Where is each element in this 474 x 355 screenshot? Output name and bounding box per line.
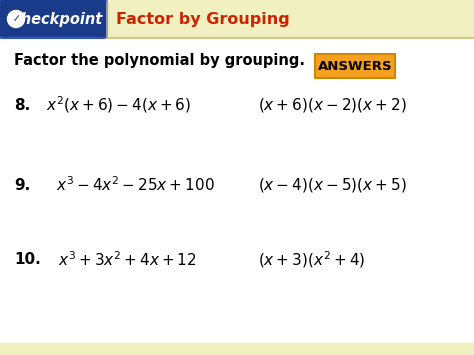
- Text: Factor by Grouping: Factor by Grouping: [116, 12, 290, 27]
- Bar: [0, 21, 474, 28]
- Bar: [0, 259, 474, 266]
- Bar: [0, 168, 474, 175]
- Bar: [0, 147, 474, 154]
- Bar: [0, 273, 474, 280]
- Bar: [0, 336, 474, 343]
- Bar: [0, 56, 474, 63]
- Bar: [0, 196, 474, 203]
- Bar: [0, 315, 474, 322]
- Bar: [0, 28, 474, 35]
- Text: $x^{2}(x + 6) - 4(x + 6)$: $x^{2}(x + 6) - 4(x + 6)$: [46, 95, 191, 115]
- Text: 10.: 10.: [14, 252, 41, 268]
- Bar: [0, 77, 474, 84]
- Bar: [0, 133, 474, 140]
- Bar: [0, 140, 474, 147]
- Text: $(x + 6)(x - 2)(x + 2)$: $(x + 6)(x - 2)(x + 2)$: [258, 96, 407, 114]
- Text: 8.: 8.: [14, 98, 30, 113]
- Bar: [0, 343, 474, 350]
- Bar: [0, 49, 474, 56]
- Bar: [0, 224, 474, 231]
- Bar: [0, 245, 474, 252]
- Bar: [0, 112, 474, 119]
- Bar: [0, 231, 474, 238]
- Bar: [0, 91, 474, 98]
- Bar: [0, 126, 474, 133]
- Bar: [0, 154, 474, 161]
- Bar: [0, 70, 474, 77]
- Bar: [0, 210, 474, 217]
- Text: $(x - 4)(x - 5)(x + 5)$: $(x - 4)(x - 5)(x + 5)$: [258, 176, 407, 194]
- Text: ANSWERS: ANSWERS: [318, 60, 392, 72]
- Bar: [0, 217, 474, 224]
- Text: Factor the polynomial by grouping.: Factor the polynomial by grouping.: [14, 53, 305, 67]
- Text: $(x + 3)(x^{2} + 4)$: $(x + 3)(x^{2} + 4)$: [258, 250, 365, 271]
- Bar: [0, 301, 474, 308]
- Bar: [0, 203, 474, 210]
- Text: $x^{3} - 4x^{2} - 25x + 100$: $x^{3} - 4x^{2} - 25x + 100$: [56, 176, 215, 194]
- Bar: [0, 42, 474, 49]
- Bar: [0, 266, 474, 273]
- Bar: [0, 294, 474, 301]
- Bar: [0, 287, 474, 294]
- Bar: [0, 175, 474, 182]
- Bar: [0, 322, 474, 329]
- Bar: [0, 238, 474, 245]
- FancyBboxPatch shape: [315, 54, 395, 78]
- Bar: [0, 252, 474, 259]
- Bar: [0, 343, 474, 355]
- Text: 9.: 9.: [14, 178, 30, 192]
- Bar: [0, 105, 474, 112]
- Bar: [0, 350, 474, 355]
- Bar: [0, 0, 474, 38]
- Bar: [0, 7, 474, 14]
- Bar: [0, 182, 474, 189]
- Bar: [0, 84, 474, 91]
- Bar: [0, 119, 474, 126]
- Text: Checkpoint: Checkpoint: [11, 12, 103, 27]
- Bar: [0, 161, 474, 168]
- Bar: [0, 98, 474, 105]
- Text: ✓: ✓: [11, 14, 21, 24]
- Bar: [0, 38, 474, 343]
- Bar: [0, 280, 474, 287]
- Bar: [0, 63, 474, 70]
- Circle shape: [8, 11, 25, 27]
- Bar: [0, 189, 474, 196]
- Bar: [0, 0, 474, 7]
- FancyBboxPatch shape: [0, 0, 107, 38]
- Bar: [0, 308, 474, 315]
- Bar: [0, 35, 474, 42]
- Bar: [0, 14, 474, 21]
- Text: $x^{3} + 3x^{2} + 4x + 12$: $x^{3} + 3x^{2} + 4x + 12$: [58, 251, 197, 269]
- Bar: [0, 329, 474, 336]
